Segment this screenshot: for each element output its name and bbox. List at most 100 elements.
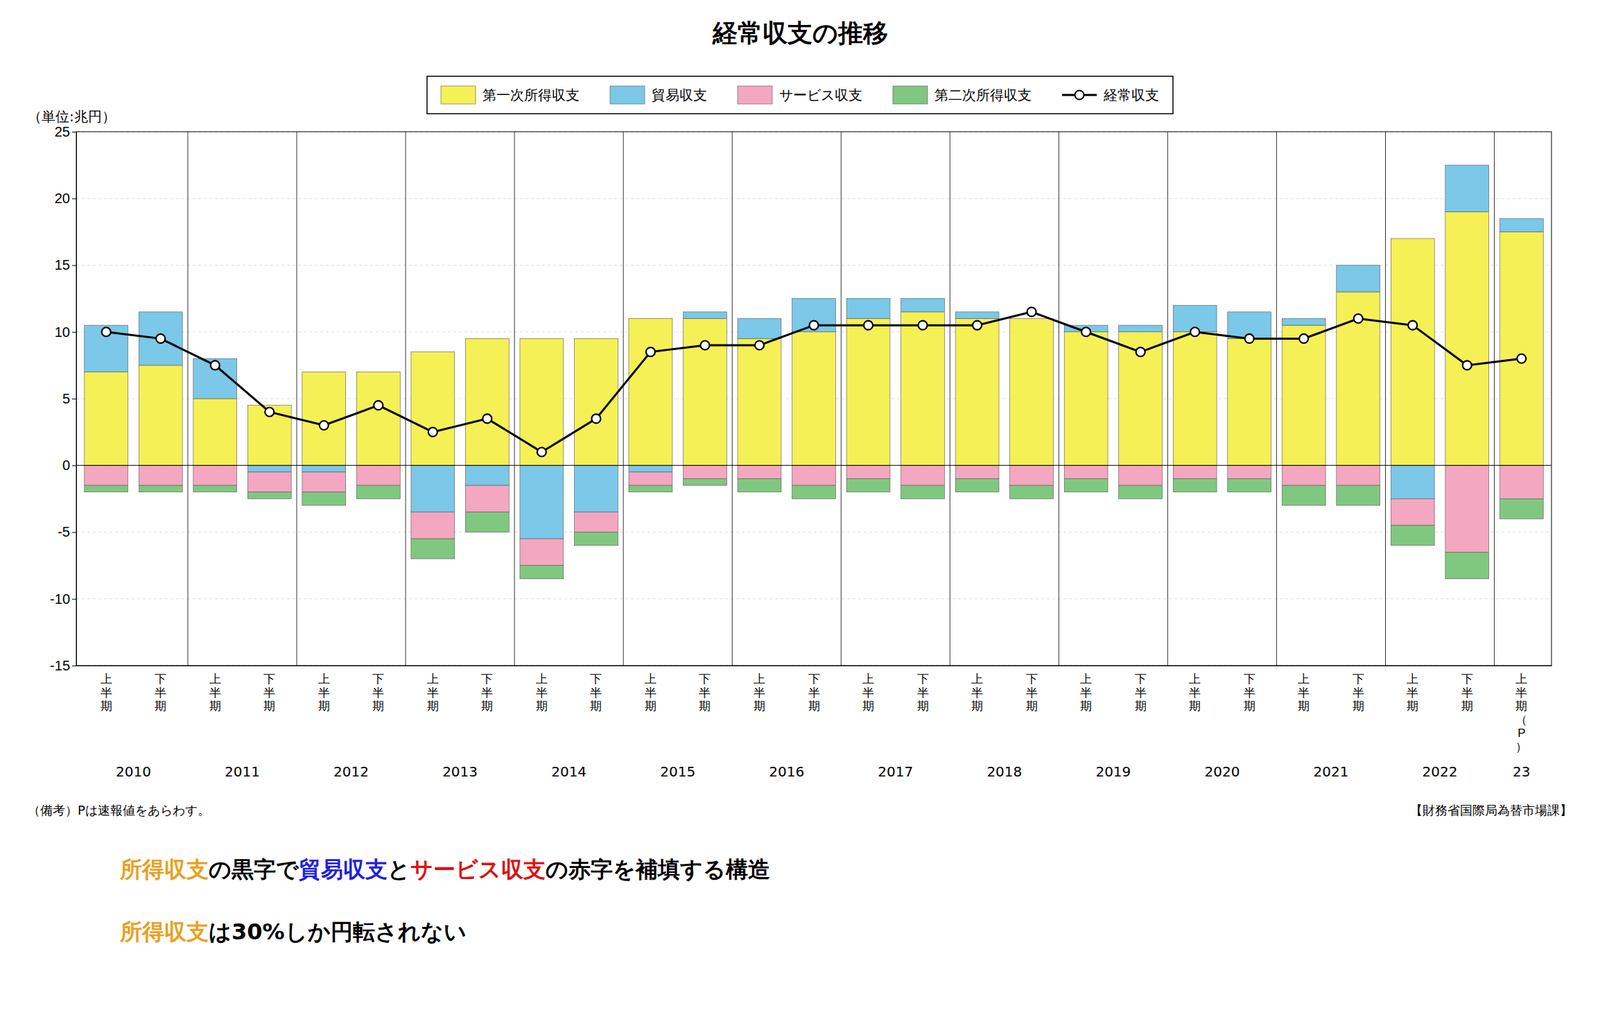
bar-series xyxy=(84,212,1544,466)
x-tick-label: 上半期 xyxy=(1188,672,1201,713)
x-tick-char: 上 xyxy=(535,672,548,686)
grid-line xyxy=(76,531,1552,533)
x-tick: 上半期 xyxy=(209,672,222,713)
bar xyxy=(1227,479,1272,493)
x-tick-char: 期 xyxy=(1515,699,1528,713)
x-tick-char: 半 xyxy=(589,686,602,700)
x-tick: 上半期 xyxy=(862,672,875,713)
year-separator xyxy=(1058,131,1060,666)
x-tick-char: 半 xyxy=(1025,686,1038,700)
annotation-part: の黒字で xyxy=(208,856,300,883)
y-tick-mark xyxy=(72,131,77,133)
bar xyxy=(465,465,509,486)
y-tick-label: -5 xyxy=(57,524,71,540)
bar xyxy=(1336,465,1381,486)
x-tick-char: 半 xyxy=(427,686,439,700)
point xyxy=(809,320,819,330)
year-separator xyxy=(1493,131,1495,666)
x-tick: 下半期 xyxy=(154,672,167,713)
bar xyxy=(302,472,346,493)
legend-label: 第一次所得収支 xyxy=(482,86,580,104)
x-tick-char: 半 xyxy=(808,686,821,700)
x-tick-char: 下 xyxy=(372,672,385,686)
bar xyxy=(1445,551,1490,579)
x-tick-char: 半 xyxy=(644,686,657,700)
x-tick-char: 上 xyxy=(318,672,330,686)
x-tick-char: 半 xyxy=(535,686,548,700)
y-tick: 20 xyxy=(54,190,77,206)
x-tick-char: 期 xyxy=(372,699,385,713)
bar xyxy=(792,298,837,333)
legend-item: 貿易収支 xyxy=(610,85,708,104)
x-tick-label: 上半期 xyxy=(644,672,657,713)
bar xyxy=(138,465,183,486)
x-tick: 上半期 xyxy=(1297,672,1310,713)
bar xyxy=(1336,265,1381,293)
x-tick: 下半期 xyxy=(589,672,602,713)
title: 経常収支の推移 xyxy=(711,18,889,48)
x-tick-char: 期 xyxy=(263,699,276,713)
y-tick-label: 25 xyxy=(54,124,71,140)
x-tick-char: 期 xyxy=(1134,699,1147,713)
grid-line xyxy=(76,465,1552,466)
bar xyxy=(302,465,346,473)
legend-swatch xyxy=(737,85,773,104)
point xyxy=(537,447,547,457)
annotation-part: の赤字を補填する構造 xyxy=(545,856,771,883)
bar xyxy=(901,311,945,466)
bar xyxy=(356,485,400,499)
year-label: 2014 xyxy=(551,763,587,780)
x-tick: 上半期 xyxy=(318,672,330,713)
x-tick-char: 上 xyxy=(644,672,657,686)
x-tick-char: 期 xyxy=(154,699,167,713)
year-label: 2020 xyxy=(1204,763,1240,780)
point xyxy=(1407,320,1417,330)
x-tick-char: P xyxy=(1517,726,1526,740)
x-tick-char: 上 xyxy=(1297,672,1310,686)
x-tick: 下半期 xyxy=(481,672,493,713)
bar xyxy=(574,512,618,533)
x-tick-char: 期 xyxy=(971,699,984,713)
bar xyxy=(193,485,238,493)
x-tick-char: 上 xyxy=(1188,672,1201,686)
bar xyxy=(1390,465,1435,499)
bar xyxy=(1172,465,1217,479)
x-tick-label: 下半期 xyxy=(1134,672,1147,713)
bar xyxy=(1281,465,1326,486)
legend-item: 経常収支 xyxy=(1062,86,1160,104)
bar xyxy=(84,485,129,493)
x-tick-char: 期 xyxy=(318,699,330,713)
grid-line xyxy=(76,198,1552,199)
y-tick: 5 xyxy=(62,390,77,407)
x-tick-char: 上 xyxy=(1406,672,1419,686)
bar xyxy=(683,311,728,319)
bar xyxy=(84,372,129,466)
x-tick-char: 半 xyxy=(1352,686,1365,700)
bar xyxy=(465,512,509,533)
point xyxy=(700,341,710,351)
y-tick-label: 5 xyxy=(62,390,71,407)
bar xyxy=(1390,525,1435,546)
bar xyxy=(955,311,999,319)
y-tick-mark xyxy=(72,265,77,267)
point xyxy=(1027,307,1037,317)
x-tick-char: 下 xyxy=(481,672,493,686)
point xyxy=(972,320,982,330)
year-label: 2015 xyxy=(659,763,696,780)
x-tick-char: 半 xyxy=(1515,686,1528,700)
point xyxy=(918,320,928,330)
x-tick-char: 半 xyxy=(917,686,929,700)
bar xyxy=(356,465,400,486)
x-tick: 上半期 xyxy=(1406,672,1419,713)
x-tick-label: 下半期 xyxy=(481,672,493,713)
legend-swatch xyxy=(440,85,476,104)
point xyxy=(1299,334,1309,344)
point xyxy=(1516,354,1526,364)
bar xyxy=(1445,164,1490,212)
x-tick-char: 上 xyxy=(753,672,766,686)
bar xyxy=(955,318,999,466)
point xyxy=(1081,327,1091,337)
bar xyxy=(1010,465,1054,486)
y-tick: 25 xyxy=(54,124,77,140)
y-tick: -15 xyxy=(49,657,77,674)
